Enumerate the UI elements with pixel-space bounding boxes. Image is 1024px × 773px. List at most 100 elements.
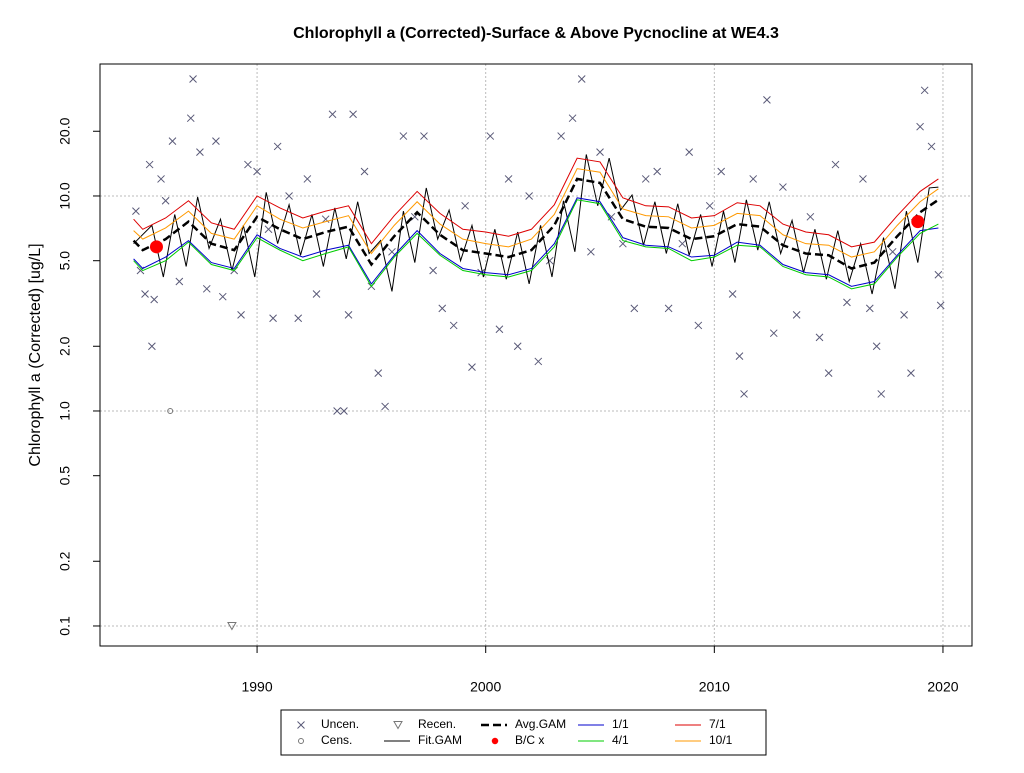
- point: [685, 148, 694, 156]
- chart-title: Chlorophyll a (Corrected)-Surface & Abov…: [293, 25, 779, 42]
- point: [900, 310, 908, 319]
- point: [486, 132, 495, 140]
- point: [934, 270, 943, 279]
- point: [333, 407, 341, 415]
- legend-label: 10/1: [709, 733, 733, 747]
- point: [360, 167, 369, 176]
- legend-label: Fit.GAM: [418, 733, 462, 747]
- point: [568, 114, 577, 123]
- point: [577, 75, 586, 83]
- y-tick-label: 10.0: [57, 182, 73, 209]
- point: [253, 167, 261, 176]
- point: [815, 333, 824, 342]
- point: [806, 212, 815, 221]
- legend-label: 1/1: [612, 717, 629, 731]
- point: [218, 292, 227, 301]
- line-7: [133, 199, 939, 290]
- point: [525, 192, 533, 200]
- point: [328, 110, 337, 119]
- point: [888, 247, 897, 256]
- point: [141, 290, 149, 298]
- point: [132, 207, 140, 216]
- point: [150, 295, 159, 304]
- point: [227, 621, 237, 631]
- point: [843, 298, 851, 307]
- point: [168, 137, 177, 145]
- y-axis-label: Chlorophyll a (Corrected) [ug/L]: [27, 243, 44, 466]
- line-8: [133, 157, 939, 248]
- point: [911, 215, 925, 229]
- point: [344, 310, 353, 319]
- point: [769, 329, 778, 338]
- point: [410, 212, 419, 221]
- x-tick-label: 2010: [699, 679, 730, 695]
- point: [865, 304, 874, 313]
- point: [388, 247, 396, 256]
- point: [859, 175, 867, 183]
- point: [678, 239, 687, 248]
- point: [273, 142, 282, 151]
- point: [374, 369, 383, 377]
- point: [740, 390, 748, 398]
- point: [779, 183, 787, 191]
- point: [340, 407, 348, 415]
- point: [920, 86, 929, 95]
- point: [294, 314, 303, 323]
- point: [297, 721, 305, 729]
- point: [587, 247, 595, 256]
- point: [420, 132, 428, 140]
- plot-frame: [99, 63, 973, 647]
- point: [936, 301, 945, 310]
- legend-label: B/C x: [515, 733, 544, 747]
- point: [175, 277, 184, 286]
- point: [285, 192, 293, 200]
- point: [792, 310, 801, 319]
- point: [189, 75, 197, 83]
- point: [705, 201, 714, 210]
- point: [763, 95, 771, 104]
- point: [244, 160, 252, 169]
- point: [728, 290, 737, 298]
- point: [653, 167, 662, 176]
- point: [145, 160, 154, 169]
- point: [557, 132, 566, 140]
- point: [513, 342, 522, 351]
- line-9: [133, 168, 939, 258]
- line-4: [132, 177, 940, 270]
- point: [449, 321, 458, 330]
- legend-label: 4/1: [612, 733, 629, 747]
- point: [641, 175, 650, 183]
- point: [694, 321, 703, 330]
- x-tick-label: 1990: [241, 679, 272, 695]
- legend-label: Avg.GAM: [515, 717, 566, 731]
- point: [491, 737, 499, 745]
- legend-label: Cens.: [321, 733, 352, 747]
- x-tick-label: 2000: [470, 679, 501, 695]
- point: [872, 342, 881, 351]
- point: [298, 738, 304, 744]
- x-tick-label: 2020: [927, 679, 958, 695]
- point: [429, 266, 437, 275]
- point: [596, 148, 604, 156]
- point: [149, 240, 163, 254]
- y-tick-label: 0.2: [57, 551, 73, 571]
- point: [831, 160, 840, 169]
- y-tick-label: 1.0: [57, 401, 73, 421]
- point: [664, 304, 673, 313]
- y-tick-label: 20.0: [57, 117, 73, 144]
- y-tick-label: 2.0: [57, 336, 73, 356]
- point: [196, 148, 204, 156]
- point: [916, 122, 924, 131]
- point: [927, 142, 936, 151]
- point: [167, 407, 174, 414]
- point: [717, 167, 726, 176]
- point: [186, 114, 195, 123]
- point: [461, 201, 469, 210]
- point: [161, 196, 170, 205]
- point: [438, 304, 447, 313]
- point: [504, 175, 513, 183]
- legend-box: [280, 709, 767, 756]
- point: [393, 721, 403, 730]
- point: [148, 342, 156, 351]
